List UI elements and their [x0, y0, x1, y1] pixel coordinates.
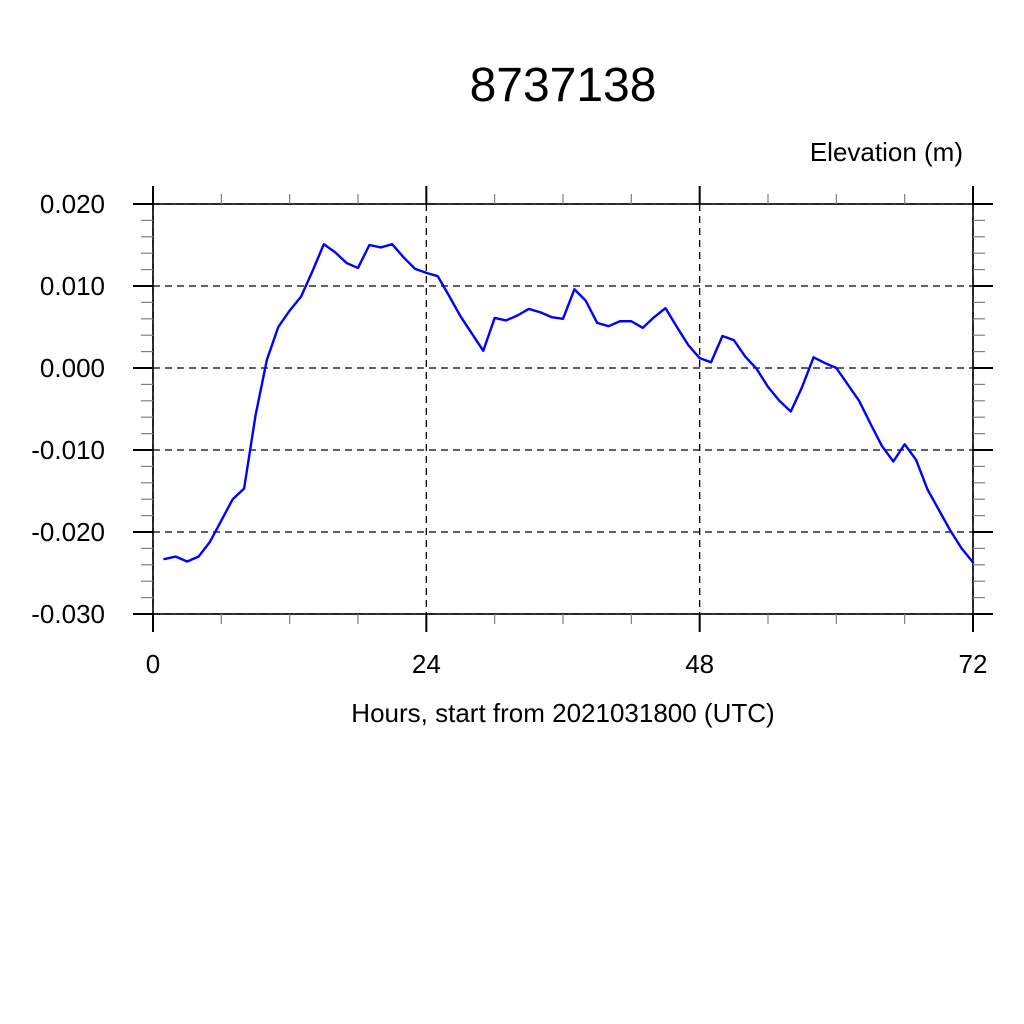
x-tick-label: 72	[959, 649, 988, 679]
axis-frame	[152, 203, 974, 615]
tick-labels: 0.020 0.010 0.000 -0.010 -0.020 -0.030 0 24 48 72	[31, 189, 987, 679]
y-tick-label: 0.020	[40, 189, 105, 219]
major-ticks	[133, 186, 993, 632]
x-axis-title: Hours, start from 2021031800 (UTC)	[351, 698, 775, 728]
y-tick-label: -0.010	[31, 435, 105, 465]
elevation-line	[163, 242, 975, 564]
gridlines	[152, 203, 974, 615]
y-tick-label: 0.000	[40, 353, 105, 383]
x-tick-label: 24	[412, 649, 441, 679]
x-tick-label: 48	[685, 649, 714, 679]
y-tick-label: 0.010	[40, 271, 105, 301]
y-tick-label: -0.020	[31, 517, 105, 547]
y-tick-label: -0.030	[31, 599, 105, 629]
minor-ticks	[141, 194, 985, 624]
chart-title: 8737138	[469, 59, 657, 112]
y-axis-title: Elevation (m)	[809, 137, 963, 167]
x-tick-label: 0	[146, 649, 160, 679]
